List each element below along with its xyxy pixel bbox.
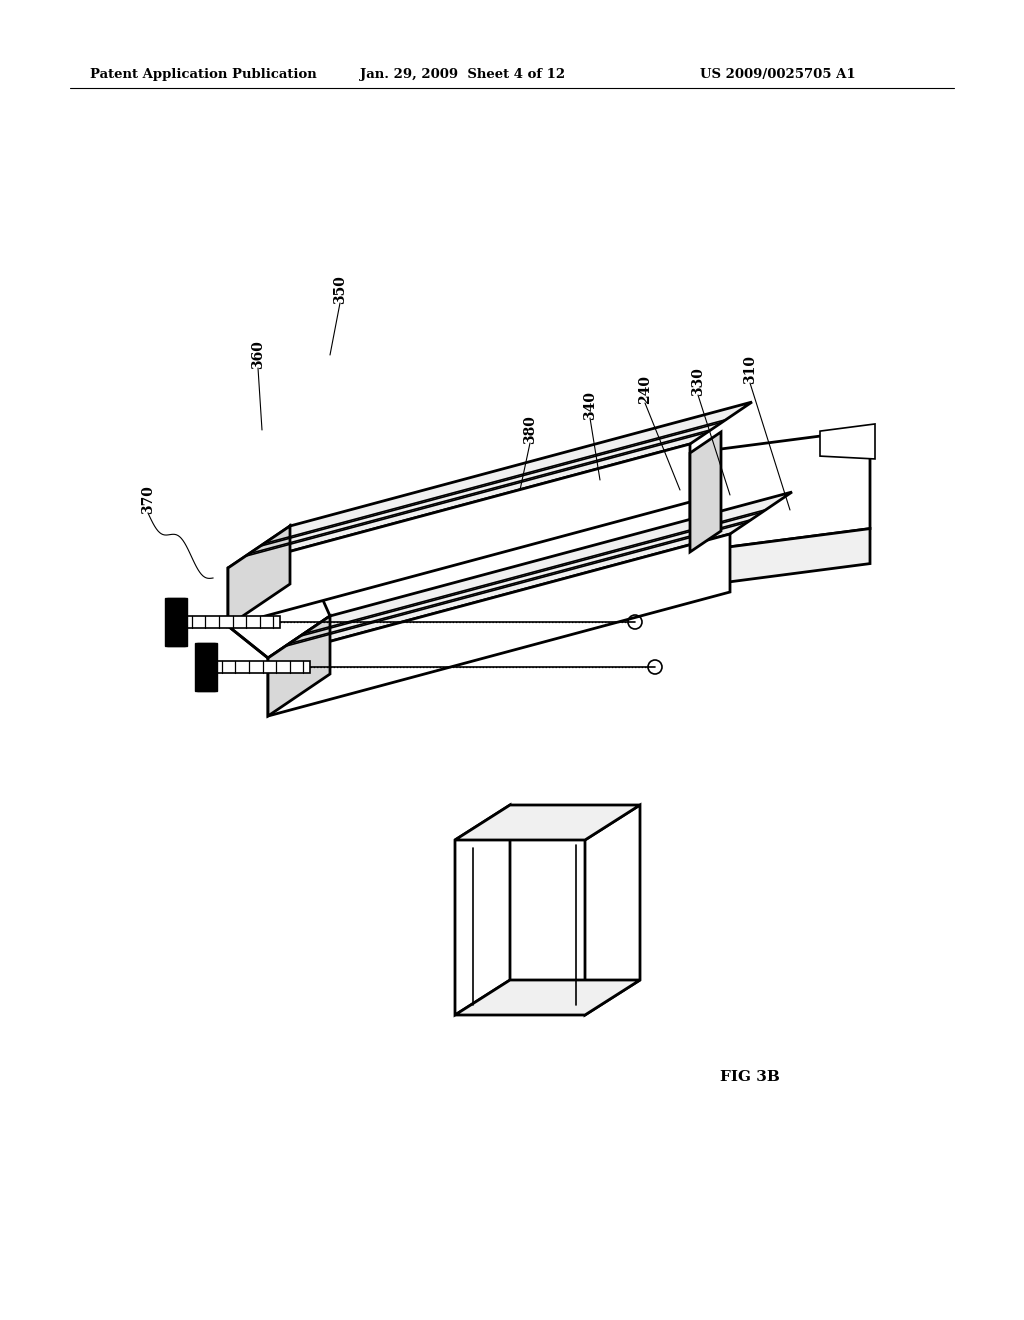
Text: 240: 240 xyxy=(638,375,652,404)
Text: Jan. 29, 2009  Sheet 4 of 12: Jan. 29, 2009 Sheet 4 of 12 xyxy=(360,69,565,81)
Polygon shape xyxy=(690,528,870,587)
Polygon shape xyxy=(228,525,330,657)
Text: FIG 3B: FIG 3B xyxy=(720,1071,780,1084)
Text: 350: 350 xyxy=(333,276,347,305)
Polygon shape xyxy=(820,424,874,459)
Polygon shape xyxy=(185,616,280,628)
Polygon shape xyxy=(165,598,187,645)
Polygon shape xyxy=(268,535,730,715)
Text: 330: 330 xyxy=(691,367,705,396)
Polygon shape xyxy=(228,403,752,568)
Polygon shape xyxy=(167,598,185,645)
Polygon shape xyxy=(195,643,217,690)
Polygon shape xyxy=(585,805,640,1015)
Text: 380: 380 xyxy=(523,416,537,445)
Text: US 2009/0025705 A1: US 2009/0025705 A1 xyxy=(700,69,856,81)
Polygon shape xyxy=(228,444,690,626)
Polygon shape xyxy=(228,525,290,626)
Polygon shape xyxy=(455,979,640,1015)
Text: 310: 310 xyxy=(743,355,757,384)
Text: 370: 370 xyxy=(141,486,155,515)
Polygon shape xyxy=(268,616,330,715)
Polygon shape xyxy=(455,805,640,840)
Polygon shape xyxy=(215,661,310,673)
Polygon shape xyxy=(197,643,215,690)
Text: 340: 340 xyxy=(583,391,597,420)
Polygon shape xyxy=(268,492,792,657)
Text: 360: 360 xyxy=(251,341,265,370)
Polygon shape xyxy=(690,432,721,552)
Polygon shape xyxy=(690,429,870,552)
Polygon shape xyxy=(455,805,510,1015)
Text: Patent Application Publication: Patent Application Publication xyxy=(90,69,316,81)
